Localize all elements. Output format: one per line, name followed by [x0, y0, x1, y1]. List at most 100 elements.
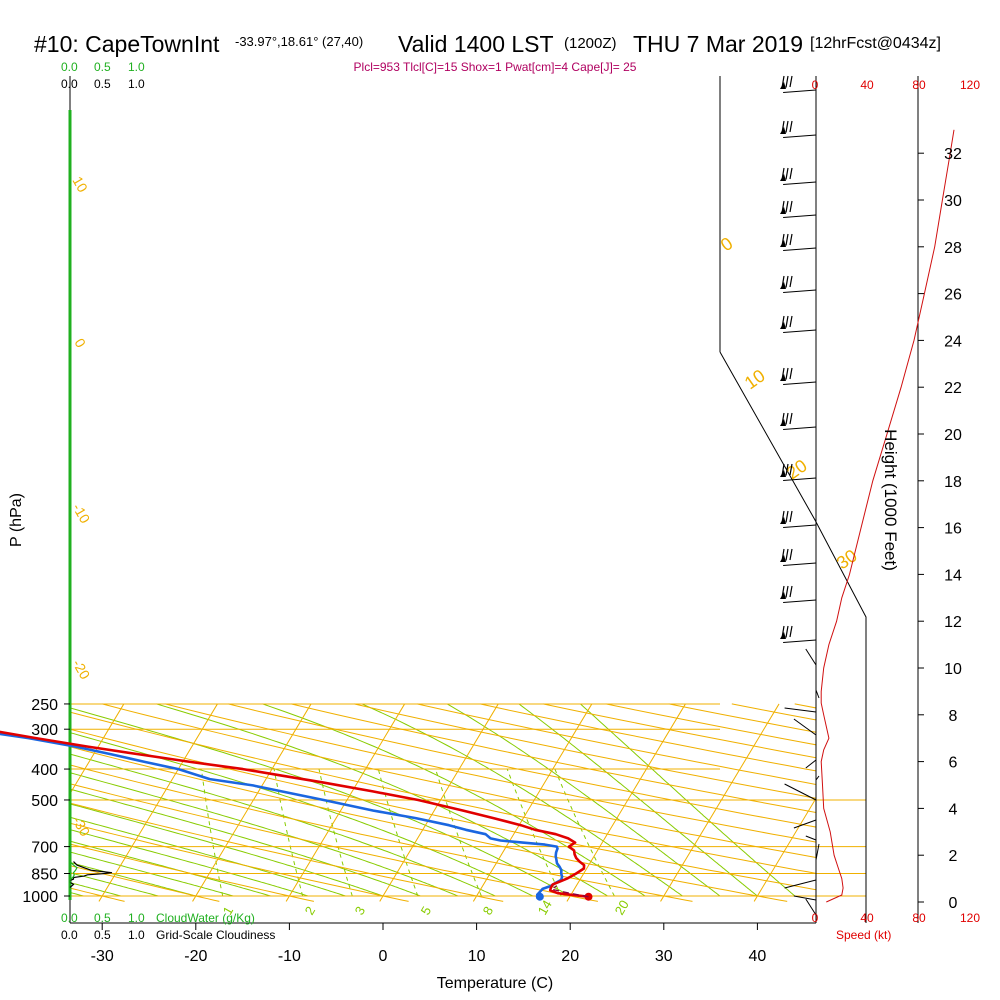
- height-tick-label: 10: [944, 661, 962, 678]
- pressure-tick-label: 700: [31, 840, 58, 857]
- mix-label-3: 3: [352, 904, 369, 918]
- moist-adiabat-line: [518, 703, 758, 897]
- surface-temperature-dot: [584, 892, 593, 901]
- dry-adiabat-line: [605, 703, 816, 746]
- wind-barb-flag: [789, 625, 793, 638]
- speed-axis-top: 0 40 80 120: [812, 78, 981, 92]
- isotherms: [70, 703, 816, 902]
- speed-bottom-80: 80: [912, 911, 926, 925]
- wind-barb: [784, 707, 817, 713]
- wind-speed-line: [820, 129, 955, 903]
- cloud-top-1: 1.0: [128, 60, 145, 74]
- isotherm-line: [566, 703, 686, 902]
- dry-label-4: -20: [69, 657, 93, 683]
- height-tick-label: 26: [944, 287, 962, 304]
- mix-label-4: 5: [418, 904, 435, 918]
- wind-barb: [783, 381, 817, 385]
- wind-barb: [805, 835, 817, 841]
- wind-barb: [783, 89, 817, 93]
- height-tick-label: 20: [944, 427, 962, 444]
- temperature-line: [0, 730, 589, 898]
- cloud-bottom-05: 0.5: [94, 911, 111, 925]
- wind-barb-flag: [785, 625, 789, 638]
- dry-adiabat-line: [70, 783, 598, 902]
- wind-barb-flag: [785, 120, 789, 133]
- wind-barb-pennant: [780, 174, 786, 181]
- wind-barb-flag: [789, 167, 793, 180]
- isotherm-line: [98, 703, 218, 902]
- speed-bottom-120: 120: [960, 911, 980, 925]
- speed-top-0: 0: [812, 78, 819, 92]
- frame-divider: [719, 351, 867, 923]
- speed-top-80: 80: [912, 78, 926, 92]
- dry-label-7: 10: [741, 365, 769, 393]
- height-tick-label: 12: [944, 614, 962, 631]
- dry-adiabat-line: [921, 704, 1000, 902]
- dry-adiabat-line: [164, 703, 816, 843]
- wind-barb-flag: [785, 585, 789, 598]
- wind-barb-pennant: [780, 240, 786, 247]
- wind-barb: [793, 819, 817, 829]
- moist-adiabat-line: [70, 829, 309, 897]
- wind-barb-flag: [785, 463, 789, 476]
- moist-adiabat-line: [70, 851, 234, 897]
- moist-adiabat-line: [70, 788, 421, 897]
- wind-barb-pennant: [780, 517, 786, 524]
- pressure-tick-label: 300: [31, 722, 58, 739]
- wind-barb-flag: [785, 75, 789, 88]
- cloud-top-0: 0.0: [61, 60, 78, 74]
- cloudiness-top-0: 0.0: [61, 77, 78, 91]
- cloud-water-label: CloudWater (g/Kg): [156, 911, 255, 925]
- wind-barb: [783, 181, 817, 185]
- dry-adiabat-line: [479, 703, 816, 772]
- wind-barb: [805, 759, 817, 769]
- wind-barb: [815, 689, 820, 699]
- height-tick-label: 28: [944, 240, 962, 257]
- wind-barb-pennant: [780, 127, 786, 134]
- cloudiness-top-05: 0.5: [94, 77, 111, 91]
- cloud-axis-top: 0.0 0.5 1.0 0.0 0.5 1.0: [61, 60, 145, 91]
- speed-bottom-40: 40: [860, 911, 874, 925]
- wind-barb: [783, 477, 817, 481]
- wind-speed-profile: [820, 129, 955, 903]
- cloudiness-top-1: 1.0: [128, 77, 145, 91]
- wind-barb: [783, 289, 817, 293]
- wind-barb-flag: [789, 275, 793, 288]
- wind-barb-flag: [785, 315, 789, 328]
- temperature-tick-label: 10: [468, 948, 486, 965]
- wind-barb: [783, 247, 817, 251]
- temperature-tick-label: 20: [561, 948, 579, 965]
- isobars: [70, 703, 866, 897]
- station-title: #10: CapeTownInt: [34, 31, 220, 57]
- wind-barb: [805, 648, 817, 666]
- dry-label-9: 30: [833, 545, 861, 573]
- x-axis-label: Temperature (C): [437, 975, 553, 992]
- wind-barb: [793, 895, 817, 901]
- cloud-bottom-1: 1.0: [128, 911, 145, 925]
- wind-barb-pennant: [780, 322, 786, 329]
- dry-adiabat-line: [858, 704, 1000, 902]
- forecast-label: [12hrFcst@0434z]: [810, 35, 941, 52]
- moist-adiabat-line: [70, 862, 196, 897]
- wind-barb-flag: [785, 200, 789, 213]
- y2-axis-label: Height (1000 Feet): [881, 429, 900, 571]
- wind-barb-pennant: [780, 207, 786, 214]
- y-axis-label: P (hPa): [8, 493, 25, 547]
- parcel-path: [550, 885, 589, 898]
- height-tick-label: 14: [944, 567, 962, 584]
- dry-label-2: 0: [71, 336, 89, 351]
- wind-barb-flag: [789, 315, 793, 328]
- isotherm-line: [660, 703, 780, 902]
- moist-adiabat-line: [70, 803, 384, 897]
- height-tick-label: 30: [944, 193, 962, 210]
- valid-date: THU 7 Mar 2019: [633, 31, 803, 57]
- mix-label-5: 8: [480, 904, 497, 918]
- wind-barb-flag: [789, 548, 793, 561]
- dry-adiabat-line: [70, 746, 788, 902]
- height-tick-label: 18: [944, 474, 962, 491]
- dry-adiabat-line: [227, 703, 816, 828]
- height-tick-label: 0: [949, 895, 958, 912]
- cloud-profiles: [69, 861, 113, 888]
- height-tick-label: 4: [949, 801, 958, 818]
